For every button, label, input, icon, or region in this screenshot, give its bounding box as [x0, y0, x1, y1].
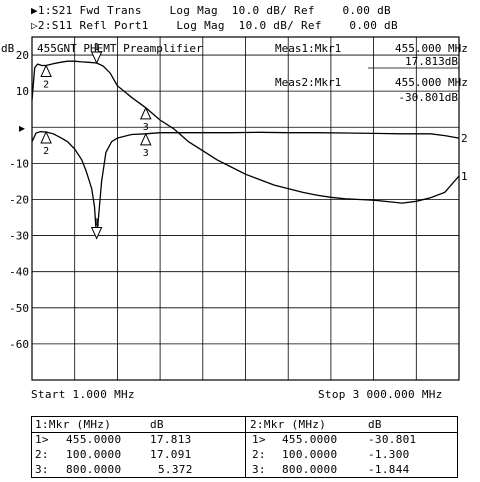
left-row-1-freq: 455.0000: [66, 433, 122, 446]
trace-1-end-label: 1: [461, 170, 468, 183]
left-row-2-db: 17.091: [150, 448, 192, 461]
network-analyzer-plot: 20 10 -10 -20 -30 -40 -50 -60 dB ▶ 455GNT PHEMT Pr…: [1, 36, 468, 381]
y-axis-label: dB: [1, 42, 15, 55]
right-row-2-id: 2:: [252, 448, 266, 461]
reference-level-marker: ▶: [19, 123, 25, 134]
right-row-3-db: -1.844: [368, 463, 410, 476]
marker-2-1: [90, 226, 103, 240]
trace1-header: ▶1:S21 Fwd Trans Log Mag 10.0 dB/ Ref 0.…: [31, 4, 391, 17]
y-tick-label: -20: [9, 193, 29, 206]
marker-label: 1: [94, 42, 100, 53]
marker-1-2: [40, 64, 52, 78]
right-table-header-mkr: 2:Mkr (MHz): [250, 418, 327, 431]
marker-label: 3: [143, 122, 149, 133]
left-row-3-db: 5.372: [158, 463, 193, 476]
left-row-2-freq: 100.0000: [66, 448, 122, 461]
measurement-frequency: 455.000 MHz: [395, 76, 468, 89]
right-row-3-freq: 800.0000: [282, 463, 338, 476]
right-row-2-db: -1.300: [368, 448, 410, 461]
measurement-frequency: 455.000 MHz: [395, 42, 468, 55]
left-row-2-id: 2:: [35, 448, 49, 461]
marker-label: 3: [143, 148, 149, 159]
trace-2-end-label: 2: [461, 132, 468, 145]
left-row-3-id: 3:: [35, 463, 49, 476]
left-row-1-db: 17.813: [150, 433, 192, 446]
marker-label: 1: [94, 217, 100, 228]
start-frequency-label: Start 1.000 MHz: [31, 388, 135, 401]
left-table-header-mkr: 1:Mkr (MHz): [35, 418, 112, 431]
right-row-2-freq: 100.0000: [282, 448, 338, 461]
measurement-label: Meas1:Mkr1: [275, 42, 341, 55]
measurement-label: Meas2:Mkr1: [275, 76, 341, 89]
y-tick-label: -50: [9, 302, 29, 315]
right-row-3-id: 3:: [252, 463, 266, 476]
trace-1-line: [31, 60, 460, 204]
y-tick-label: 10: [16, 85, 29, 98]
right-row-1-id: 1>: [252, 433, 266, 446]
y-tick-label: -40: [9, 266, 29, 279]
stop-frequency-label: Stop 3 000.000 MHz: [318, 388, 443, 401]
marker-table: [31, 416, 458, 478]
y-tick-label: -10: [9, 157, 29, 170]
left-row-1-id: 1>: [35, 433, 49, 446]
y-tick-label: -30: [9, 230, 29, 243]
measurement-value: 17.813dB: [405, 55, 458, 68]
table-column-divider: [245, 417, 246, 477]
left-table-header-db: dB: [150, 418, 164, 431]
trace-2-line: [31, 130, 460, 239]
measurement-value: -30.801dB: [398, 91, 458, 104]
right-row-1-freq: 455.0000: [282, 433, 338, 446]
marker-2-3: [139, 132, 152, 146]
right-row-1-db: -30.801: [368, 433, 417, 446]
table-header-divider: [32, 432, 457, 433]
right-table-header-db: dB: [368, 418, 382, 431]
marker-label: 2: [43, 146, 49, 157]
y-tick-label: 20: [16, 49, 29, 62]
marker-1-3: [139, 106, 152, 120]
y-tick-label: -60: [9, 338, 29, 351]
trace2-header: ▷2:S11 Refl Port1 Log Mag 10.0 dB/ Ref 0…: [31, 19, 398, 32]
marker-label: 2: [43, 80, 49, 91]
marker-2-2: [40, 130, 52, 144]
left-row-3-freq: 800.0000: [66, 463, 122, 476]
plot-frame: [31, 36, 460, 381]
chart-title: 455GNT PHEMT Preamplifier: [37, 42, 203, 55]
marker-1-1: [90, 51, 103, 65]
